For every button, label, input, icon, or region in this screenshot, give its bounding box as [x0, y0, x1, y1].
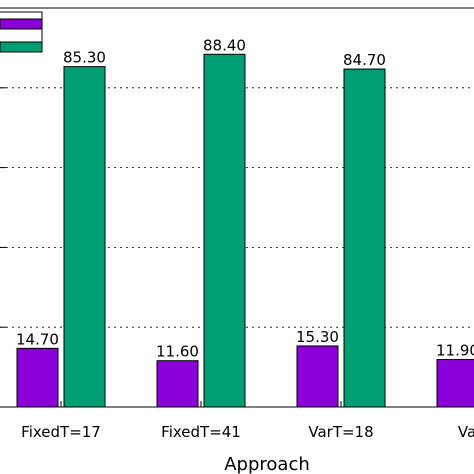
legend-swatch: [0, 41, 43, 53]
x-tick-label: VarT=: [458, 423, 474, 441]
x-axis-title: Approach: [224, 454, 310, 474]
bar-value-label: 15.30: [296, 328, 339, 346]
x-tick-label: FixedT=41: [161, 423, 241, 441]
bar-value-label: 84.70: [343, 51, 386, 69]
x-tick-labels: FixedT=17 FixedT=41 VarT=18 VarT=: [21, 423, 474, 441]
bar: [436, 359, 474, 408]
legend: [0, 11, 43, 53]
x-tick-label: VarT=18: [308, 423, 373, 441]
bars-group: [16, 53, 474, 408]
value-labels: 14.70 85.30 11.60 88.40 15.30 84.70 11.90: [16, 36, 474, 360]
bar-value-label: 11.90: [436, 342, 474, 360]
bar: [203, 53, 246, 408]
bar-value-label: 11.60: [156, 343, 199, 361]
axes: [0, 7, 474, 408]
bar: [343, 68, 386, 408]
bar-value-label: 88.40: [203, 36, 246, 54]
x-tick-label: FixedT=17: [21, 423, 101, 441]
bar-value-label: 85.30: [63, 49, 106, 67]
bar-value-label: 14.70: [16, 330, 59, 348]
bar: [296, 345, 339, 408]
legend-swatch: [0, 18, 43, 30]
bar: [156, 360, 199, 408]
bar: [16, 347, 59, 408]
bar: [63, 66, 106, 408]
